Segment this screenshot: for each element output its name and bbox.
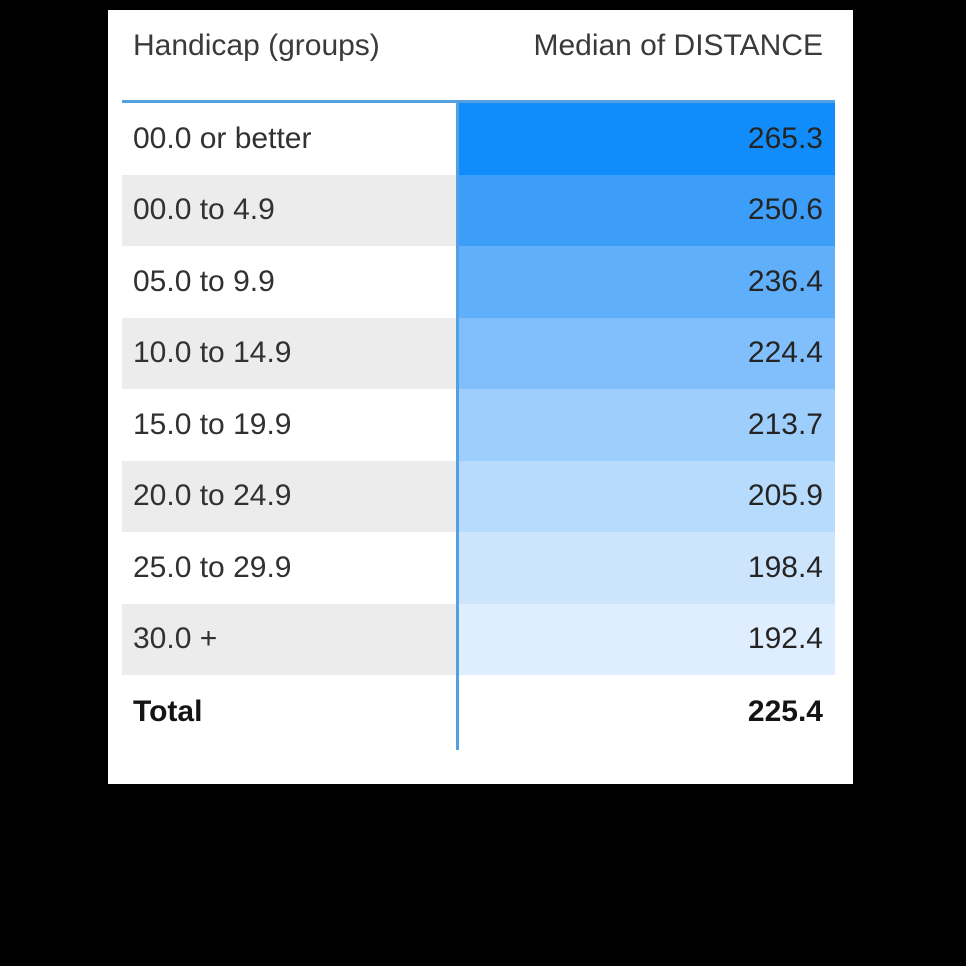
column-header-handicap-groups[interactable]: Handicap (groups) — [133, 29, 380, 62]
table-row[interactable]: 00.0 or better 265.3 — [122, 103, 835, 175]
table-row[interactable]: 05.0 to 9.9 236.4 — [122, 246, 835, 318]
table-total-row: Total 225.4 — [122, 675, 835, 749]
table-visual-card: Handicap (groups) Median of DISTANCE 00.… — [108, 10, 853, 784]
row-label[interactable]: 00.0 or better — [133, 121, 312, 155]
column-divider-line — [456, 103, 459, 750]
row-value[interactable]: 250.6 — [459, 174, 835, 246]
table-row[interactable]: 10.0 to 14.9 224.4 — [122, 317, 835, 389]
table-row[interactable]: 15.0 to 19.9 213.7 — [122, 389, 835, 461]
row-value[interactable]: 265.3 — [459, 103, 835, 175]
total-label: Total — [122, 675, 456, 749]
row-label[interactable]: 25.0 to 29.9 — [133, 550, 292, 584]
row-value[interactable]: 205.9 — [459, 460, 835, 532]
table-row[interactable]: 25.0 to 29.9 198.4 — [122, 532, 835, 604]
row-label[interactable]: 00.0 to 4.9 — [122, 174, 456, 246]
table-row[interactable]: 20.0 to 24.9 205.9 — [122, 460, 835, 532]
table-visual: Handicap (groups) Median of DISTANCE 00.… — [122, 10, 835, 750]
table-header-row: Handicap (groups) Median of DISTANCE — [122, 10, 835, 103]
table-body: 00.0 or better 265.3 00.0 to 4.9 250.6 0… — [122, 103, 835, 675]
row-label[interactable]: 30.0 + — [122, 603, 456, 675]
row-value[interactable]: 192.4 — [459, 603, 835, 675]
row-value[interactable]: 198.4 — [459, 532, 835, 604]
table-row[interactable]: 30.0 + 192.4 — [122, 603, 835, 675]
column-header-median-of-distance[interactable]: Median of DISTANCE — [533, 29, 823, 62]
row-label[interactable]: 10.0 to 14.9 — [122, 317, 456, 389]
table-row[interactable]: 00.0 to 4.9 250.6 — [122, 174, 835, 246]
row-value[interactable]: 236.4 — [459, 246, 835, 318]
total-value: 225.4 — [459, 675, 835, 749]
row-value[interactable]: 213.7 — [459, 389, 835, 461]
row-value[interactable]: 224.4 — [459, 317, 835, 389]
row-label[interactable]: 20.0 to 24.9 — [122, 460, 456, 532]
row-label[interactable]: 05.0 to 9.9 — [133, 264, 275, 298]
row-label[interactable]: 15.0 to 19.9 — [133, 407, 292, 441]
